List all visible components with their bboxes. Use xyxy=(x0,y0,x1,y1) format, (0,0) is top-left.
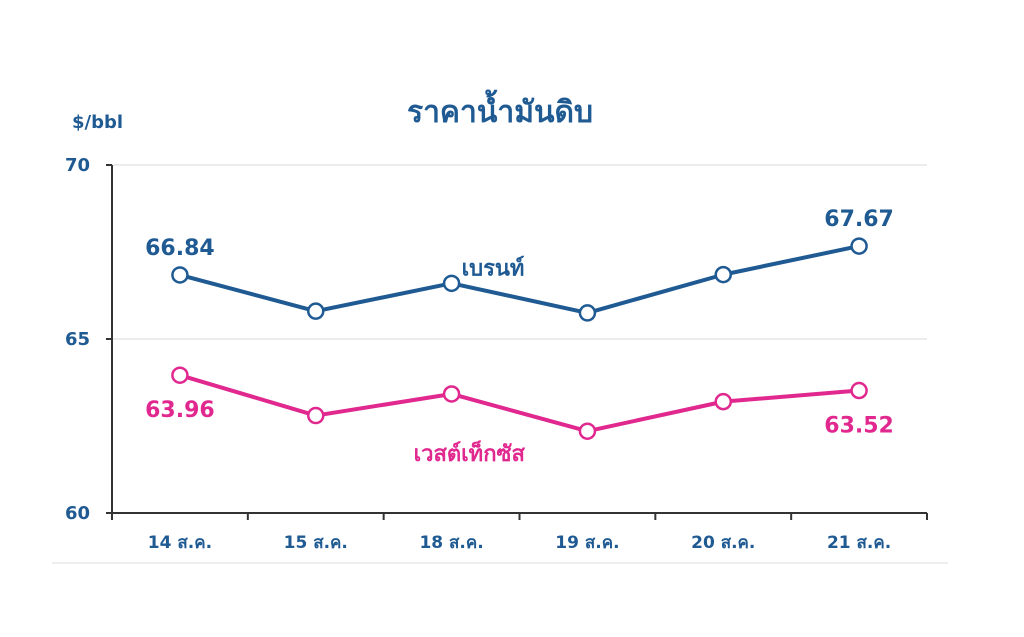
data-label: 67.67 xyxy=(824,207,894,232)
chart-title: ราคาน้ำมันดิบ xyxy=(407,89,593,130)
axes xyxy=(106,164,928,520)
data-point xyxy=(578,422,597,440)
data-label: 63.96 xyxy=(145,398,215,423)
series-name-label: เบรนท์ xyxy=(462,255,525,281)
data-point xyxy=(171,266,189,284)
series-1: 66.84 67.67 เบรนท์ xyxy=(145,207,894,322)
y-tick-label: 60 xyxy=(65,503,90,524)
data-point xyxy=(442,274,461,293)
x-tick-label: 21 ส.ค. xyxy=(827,533,891,553)
x-tick-label: 15 ส.ค. xyxy=(284,533,348,553)
data-label: 66.84 xyxy=(145,236,215,261)
data-point xyxy=(714,265,732,284)
x-tick-labels: 14 ส.ค. 15 ส.ค. 18 ส.ค. 19 ส.ค. 20 ส.ค. 21 ส.… xyxy=(148,533,891,553)
series-name-label: เวสต์เท็กซัส xyxy=(414,439,526,467)
y-tick-label: 65 xyxy=(65,329,90,350)
gridlines xyxy=(112,164,927,340)
data-point xyxy=(578,304,597,322)
data-label: 63.52 xyxy=(824,414,894,439)
y-tick-labels: 60 65 70 xyxy=(65,155,90,524)
x-tick-label: 20 ส.ค. xyxy=(691,533,755,553)
x-tick-label: 18 ส.ค. xyxy=(419,533,483,553)
x-tick-label: 14 ส.ค. xyxy=(148,533,212,553)
data-point xyxy=(850,237,868,255)
data-point xyxy=(442,385,461,403)
x-tick-label: 19 ส.ค. xyxy=(555,533,619,553)
data-point xyxy=(307,302,325,320)
data-point xyxy=(171,366,189,384)
data-point xyxy=(307,406,325,425)
data-point xyxy=(714,392,732,411)
series-layer: 66.84 67.67 เบรนท์ 63.96 63.52 เวสต์เท็กซัส xyxy=(145,207,894,467)
y-axis-unit-label: $/bbl xyxy=(72,112,123,133)
series-2: 63.96 63.52 เวสต์เท็กซัส xyxy=(145,366,894,467)
data-point xyxy=(850,381,868,400)
series-line xyxy=(179,244,860,315)
y-tick-label: 70 xyxy=(65,155,90,176)
series-line xyxy=(179,373,860,434)
